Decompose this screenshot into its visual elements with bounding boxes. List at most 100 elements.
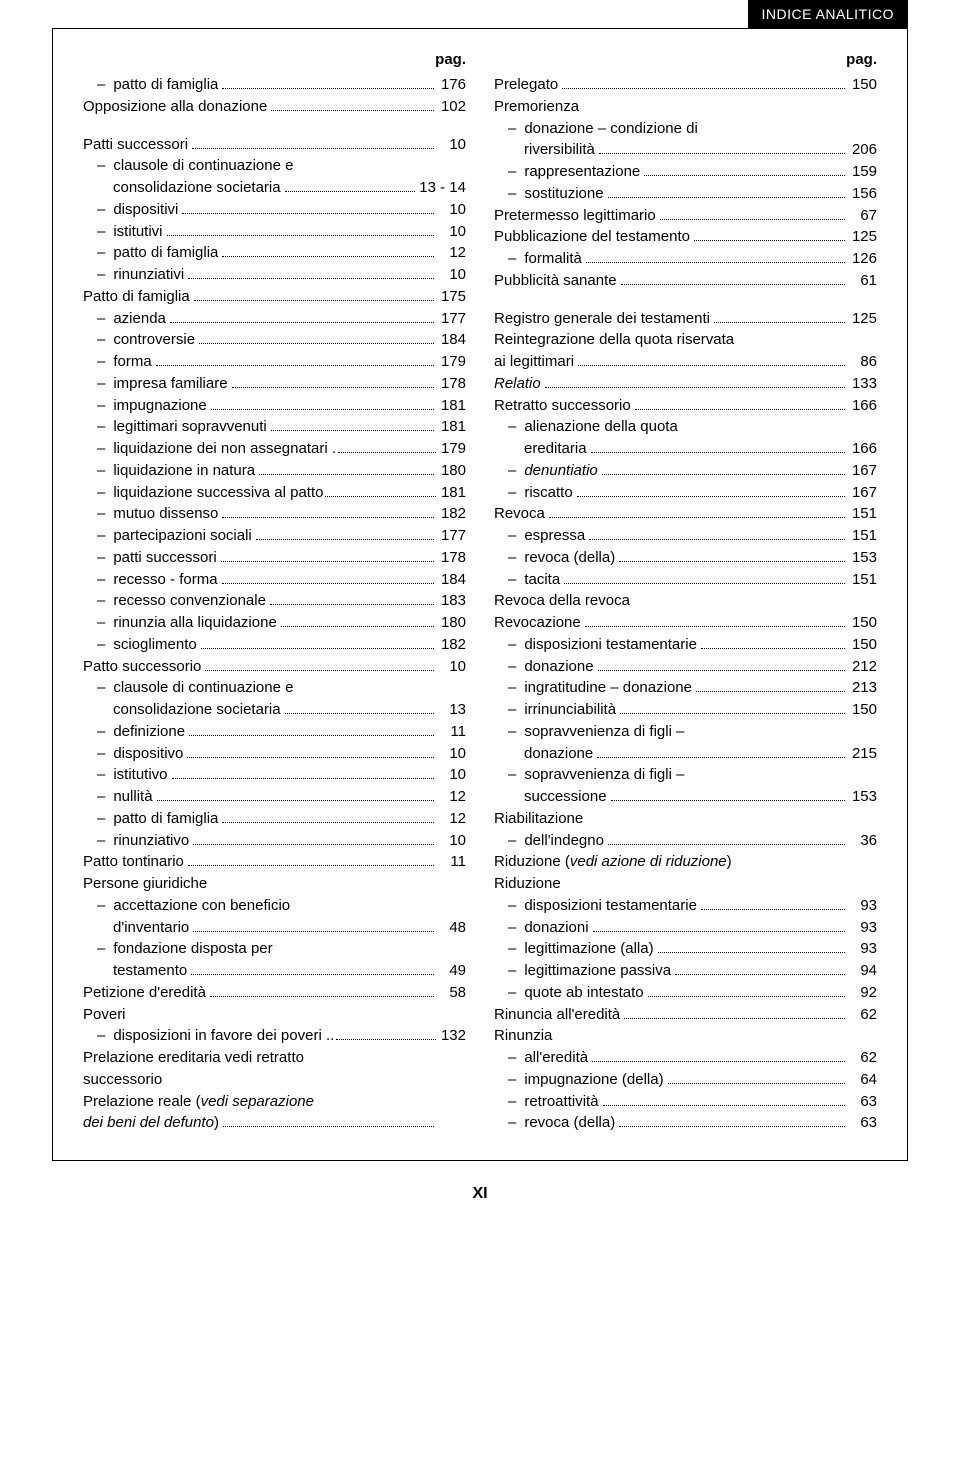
index-entry: denuntiatio167 <box>494 460 877 482</box>
index-entry: revoca (della)63 <box>494 1112 877 1134</box>
entry-page: 212 <box>849 656 877 678</box>
leader-dots <box>564 583 845 584</box>
index-entry: disposizioni testamentarie93 <box>494 895 877 917</box>
entry-page: 64 <box>849 1069 877 1091</box>
entry-page: 102 <box>438 96 466 118</box>
index-frame: pag. patto di famiglia176Opposizione all… <box>52 28 908 1161</box>
entry-label: all'eredità <box>524 1047 588 1069</box>
entry-page: 92 <box>849 982 877 1004</box>
entry-page: 175 <box>438 286 466 308</box>
entry-page: 67 <box>849 205 877 227</box>
index-entry: successione153 <box>494 786 877 808</box>
index-entry: Pretermesso legittimario67 <box>494 205 877 227</box>
leader-dots <box>624 1018 845 1019</box>
spacer <box>494 292 877 308</box>
index-entry: rinunzia alla liquidazione180 <box>83 612 466 634</box>
entry-page: 10 <box>438 656 466 678</box>
index-entry: d'inventario48 <box>83 917 466 939</box>
index-entry: Patto tontinario11 <box>83 851 466 873</box>
index-entry: clausole di continuazione e <box>83 677 466 699</box>
entry-label: donazione <box>524 743 593 765</box>
index-entry: Rinunzia <box>494 1025 877 1047</box>
index-entry: dispositivi10 <box>83 199 466 221</box>
index-entry: irrinunciabilità150 <box>494 699 877 721</box>
entry-label: impresa familiare <box>113 373 227 395</box>
entry-page: 63 <box>849 1112 877 1134</box>
entry-page: 151 <box>849 569 877 591</box>
index-entry: Registro generale dei testamenti125 <box>494 308 877 330</box>
entry-label: testamento <box>113 960 187 982</box>
leader-dots <box>222 583 434 584</box>
entry-page: 153 <box>849 547 877 569</box>
entry-label: Relatio <box>494 373 541 395</box>
leader-dots <box>191 974 434 975</box>
entry-label: Opposizione alla donazione <box>83 96 267 118</box>
entry-page: 156 <box>849 183 877 205</box>
entry-label: d'inventario <box>113 917 189 939</box>
entry-page: 167 <box>849 460 877 482</box>
entry-page: 183 <box>438 590 466 612</box>
entry-label: istitutivi <box>113 221 162 243</box>
index-entry: Patto successorio10 <box>83 656 466 678</box>
index-entry: azienda177 <box>83 308 466 330</box>
leader-dots <box>188 278 434 279</box>
right-column: pag. Prelegato150Premorienzadonazione – … <box>494 51 877 1134</box>
entry-label: Revoca della revoca <box>494 590 630 612</box>
leader-dots <box>593 931 845 932</box>
leader-dots <box>598 670 845 671</box>
entry-label: Persone giuridiche <box>83 873 207 895</box>
index-entry: Prelazione ereditaria vedi retratto <box>83 1047 466 1069</box>
entry-label: recesso convenzionale <box>113 590 266 612</box>
entry-page: 10 <box>438 764 466 786</box>
entry-page: 213 <box>849 677 877 699</box>
leader-dots <box>603 1105 845 1106</box>
leader-dots <box>578 365 845 366</box>
index-entry: Reintegrazione della quota riservata <box>494 329 877 351</box>
entry-label: riscatto <box>524 482 572 504</box>
index-entry: controversie184 <box>83 329 466 351</box>
index-entry: definizione11 <box>83 721 466 743</box>
entry-page: 12 <box>438 786 466 808</box>
entry-label: Registro generale dei testamenti <box>494 308 710 330</box>
leader-dots <box>599 153 845 154</box>
page-number-roman: XI <box>0 1185 960 1203</box>
leader-dots <box>210 996 434 997</box>
index-entry: Persone giuridiche <box>83 873 466 895</box>
entry-label: liquidazione dei non assegnatari . <box>113 438 336 460</box>
index-entry: rinunziativo10 <box>83 830 466 852</box>
leader-dots <box>270 604 434 605</box>
entry-label: patto di famiglia <box>113 808 218 830</box>
entry-label: Revocazione <box>494 612 581 634</box>
entry-label: riversibilità <box>524 139 595 161</box>
entry-label: Patto tontinario <box>83 851 184 873</box>
entry-page: 177 <box>438 308 466 330</box>
entry-label: mutuo dissenso <box>113 503 218 525</box>
index-entry: sopravvenienza di figli – <box>494 721 877 743</box>
leader-dots <box>545 387 845 388</box>
entry-label: clausole di continuazione e <box>113 155 293 177</box>
index-entry: donazioni93 <box>494 917 877 939</box>
entry-page: 93 <box>849 895 877 917</box>
index-entry: Rinuncia all'eredità62 <box>494 1004 877 1026</box>
entry-page: 150 <box>849 74 877 96</box>
entry-label: sopravvenienza di figli – <box>524 721 684 743</box>
pag-label-right: pag. <box>494 51 877 68</box>
entry-label: Riduzione (vedi azione di riduzione) <box>494 851 732 873</box>
entry-page: 13 - 14 <box>419 177 466 199</box>
entry-label: recesso - forma <box>113 569 217 591</box>
entry-label: tacita <box>524 569 560 591</box>
leader-dots <box>660 219 845 220</box>
entry-page: 215 <box>849 743 877 765</box>
index-entry: donazione – condizione di <box>494 118 877 140</box>
index-entry: accettazione con beneficio <box>83 895 466 917</box>
header-tab: INDICE ANALITICO <box>748 0 908 28</box>
index-entry: disposizioni in favore dei poveri ..132 <box>83 1025 466 1047</box>
index-entry: Pubblicità sanante61 <box>494 270 877 292</box>
leader-dots <box>597 757 845 758</box>
leader-dots <box>285 191 416 192</box>
index-entry: Retratto successorio166 <box>494 395 877 417</box>
index-entry: Revoca151 <box>494 503 877 525</box>
entry-label: dell'indegno <box>524 830 604 852</box>
index-entry: revoca (della)153 <box>494 547 877 569</box>
entry-page: 179 <box>438 351 466 373</box>
